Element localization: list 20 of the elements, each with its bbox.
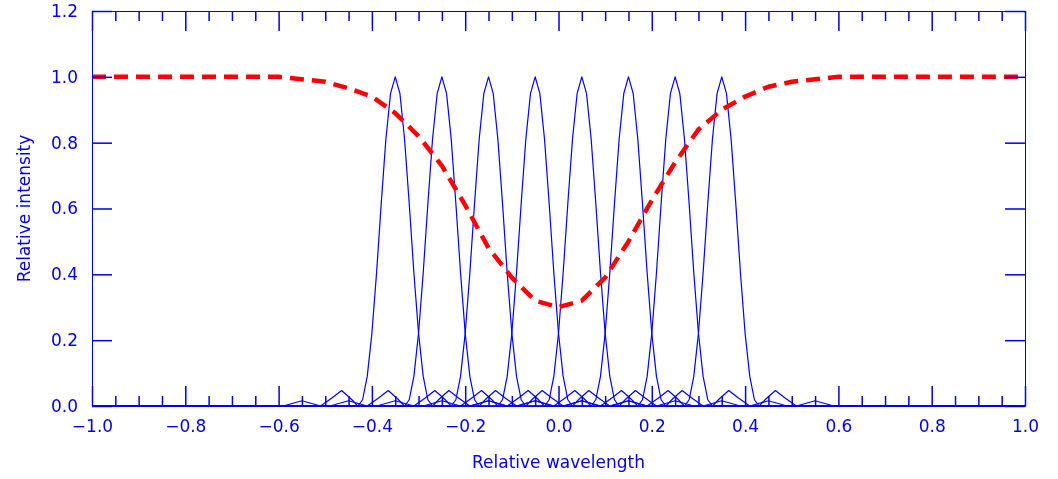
x-tick-label: 0.0 xyxy=(545,416,573,437)
y-tick-label: 0.4 xyxy=(50,264,78,285)
x-tick-label: 1.0 xyxy=(1011,416,1040,437)
y-tick-label: 0.8 xyxy=(50,132,78,153)
x-tick-label: 0.2 xyxy=(638,416,666,437)
x-tick-label: 0.8 xyxy=(918,416,946,437)
x-tick-label: −0.6 xyxy=(258,416,300,437)
y-tick-label: 0.2 xyxy=(50,330,78,351)
x-tick-label: 0.4 xyxy=(732,416,760,437)
y-tick-label: 1.2 xyxy=(50,0,78,21)
y-tick-label: 1.0 xyxy=(50,66,78,87)
y-axis-title: Relative intensity xyxy=(14,134,34,283)
x-tick-label: −0.8 xyxy=(165,416,207,437)
y-tick-label: 0.0 xyxy=(50,395,78,416)
x-tick-label: −0.2 xyxy=(445,416,487,437)
x-tick-label: −0.4 xyxy=(351,416,394,437)
x-tick-label: 0.6 xyxy=(825,416,853,437)
y-tick-label: 0.6 xyxy=(50,198,78,219)
x-axis-title: Relative wavelength xyxy=(472,452,645,472)
x-tick-label: −1.0 xyxy=(71,416,114,437)
